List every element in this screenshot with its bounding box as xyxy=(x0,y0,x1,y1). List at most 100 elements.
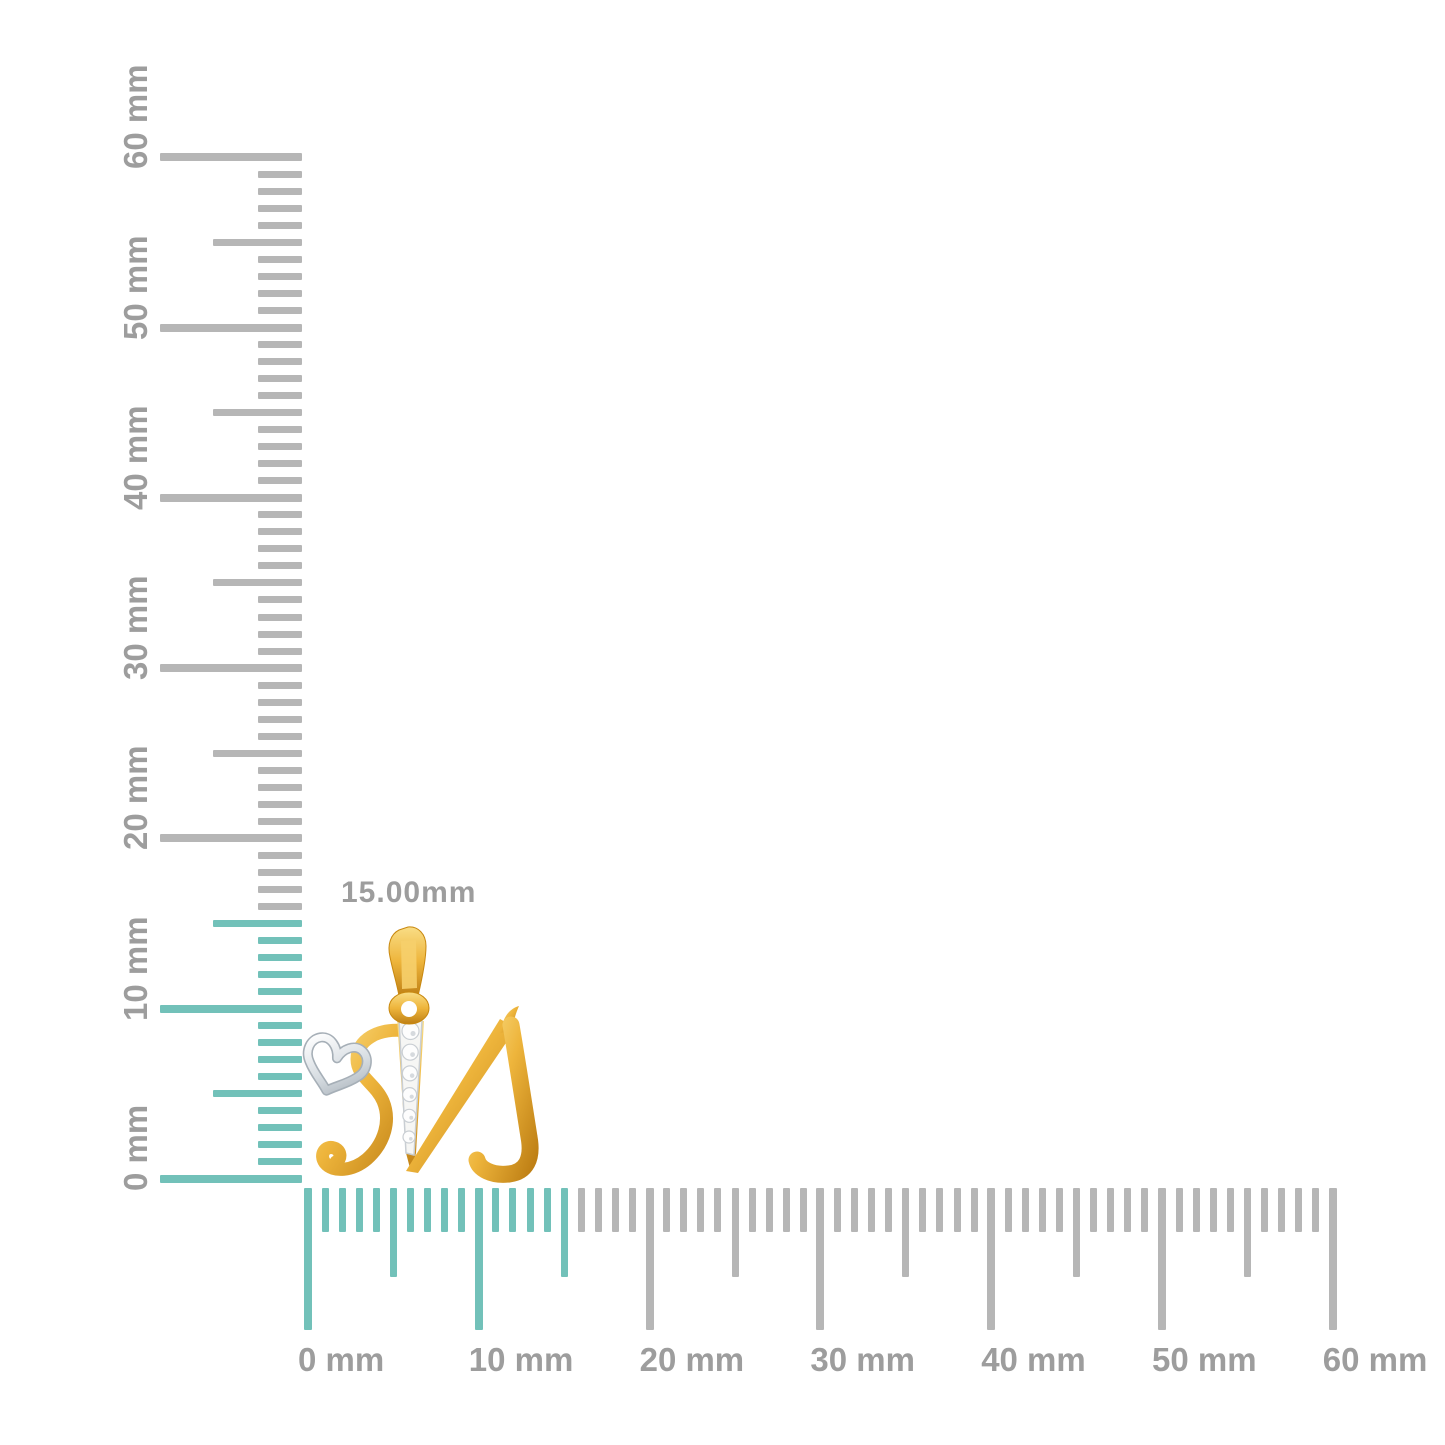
diamond-stone-facet xyxy=(410,1052,415,1057)
horizontal-ruler-tick-3mm xyxy=(355,1188,363,1232)
vertical-ruler-tick-3mm xyxy=(258,1124,302,1132)
vertical-ruler-label-10mm: 10 mm xyxy=(117,916,154,1021)
horizontal-ruler-tick-9mm xyxy=(458,1188,466,1232)
vertical-ruler-tick-53mm xyxy=(258,272,302,280)
pendant-heart-icon xyxy=(302,1032,372,1096)
horizontal-ruler-label-10mm: 10 mm xyxy=(468,1341,574,1378)
vertical-ruler-tick-32mm xyxy=(258,630,302,638)
vertical-ruler-tick-55mm xyxy=(213,238,302,246)
horizontal-ruler-tick-35mm xyxy=(902,1188,910,1277)
vertical-ruler-tick-47mm xyxy=(258,375,302,383)
horizontal-ruler-tick-38mm xyxy=(953,1188,961,1232)
vertical-ruler-tick-0mm xyxy=(160,1175,302,1183)
diamond-stone-facet xyxy=(409,1115,414,1120)
horizontal-ruler-tick-30mm xyxy=(816,1188,825,1330)
horizontal-ruler-tick-0mm xyxy=(304,1188,312,1330)
vertical-ruler-tick-1mm xyxy=(258,1158,302,1166)
pendant-bail-ring-hole xyxy=(401,1001,417,1017)
horizontal-ruler-tick-26mm xyxy=(748,1188,756,1232)
vertical-ruler-tick-13mm xyxy=(258,954,302,962)
vertical-ruler-label-50mm: 50 mm xyxy=(117,234,154,340)
vertical-ruler-tick-7mm xyxy=(258,1056,302,1064)
vertical-ruler-tick-40mm xyxy=(160,493,302,502)
diamond-stone-facet xyxy=(410,1031,416,1037)
vertical-ruler-tick-48mm xyxy=(258,358,302,366)
vertical-ruler-tick-37mm xyxy=(258,545,302,553)
horizontal-ruler-label-30mm: 30 mm xyxy=(810,1341,915,1378)
horizontal-ruler-tick-15mm xyxy=(560,1188,568,1277)
vertical-ruler-label-30mm: 30 mm xyxy=(117,575,154,681)
vertical-ruler-tick-4mm xyxy=(258,1107,302,1115)
horizontal-ruler-tick-54mm xyxy=(1226,1188,1234,1232)
diamond-stone-facet xyxy=(409,1094,414,1099)
measurement-label: 15.00mm xyxy=(341,876,477,909)
vertical-ruler-tick-25mm xyxy=(213,749,302,757)
vertical-ruler-tick-38mm xyxy=(258,528,302,536)
horizontal-ruler-tick-4mm xyxy=(372,1188,380,1232)
vertical-ruler-tick-60mm xyxy=(160,153,302,162)
vertical-ruler-tick-18mm xyxy=(258,868,302,876)
horizontal-ruler-tick-39mm xyxy=(970,1188,978,1232)
horizontal-ruler-tick-20mm xyxy=(645,1188,654,1330)
vertical-ruler-tick-56mm xyxy=(258,221,302,229)
vertical-ruler-tick-6mm xyxy=(258,1073,302,1081)
vertical-ruler-tick-36mm xyxy=(258,562,302,570)
horizontal-ruler-tick-47mm xyxy=(1107,1188,1115,1232)
vertical-ruler-tick-16mm xyxy=(258,903,302,911)
vertical-ruler-tick-57mm xyxy=(258,204,302,212)
horizontal-ruler-tick-12mm xyxy=(509,1188,517,1232)
vertical-ruler-tick-19mm xyxy=(258,851,302,859)
horizontal-ruler-label-40mm: 40 mm xyxy=(981,1341,1086,1378)
pendant-letter-m-right-stroke xyxy=(468,1016,539,1183)
horizontal-ruler-tick-60mm xyxy=(1328,1188,1337,1330)
vertical-ruler-tick-15mm xyxy=(213,920,302,928)
vertical-ruler-tick-20mm xyxy=(160,834,302,843)
vertical-ruler-tick-9mm xyxy=(258,1022,302,1030)
horizontal-ruler-tick-16mm xyxy=(577,1188,585,1232)
horizontal-ruler-tick-11mm xyxy=(492,1188,500,1232)
horizontal-ruler-tick-58mm xyxy=(1295,1188,1303,1232)
horizontal-ruler-tick-2mm xyxy=(338,1188,346,1232)
horizontal-ruler-tick-42mm xyxy=(1021,1188,1029,1232)
horizontal-ruler-tick-31mm xyxy=(833,1188,841,1232)
horizontal-ruler-tick-27mm xyxy=(765,1188,773,1232)
diamond-stone xyxy=(401,1087,418,1103)
vertical-ruler-tick-44mm xyxy=(258,426,302,434)
horizontal-ruler-tick-43mm xyxy=(1038,1188,1046,1232)
vertical-ruler-tick-33mm xyxy=(258,613,302,621)
pendant-letter-m-swash xyxy=(316,1023,414,1176)
diamond-stone xyxy=(401,1065,419,1082)
vertical-ruler-tick-17mm xyxy=(258,885,302,893)
vertical-ruler-tick-14mm xyxy=(258,937,302,945)
horizontal-ruler-tick-48mm xyxy=(1124,1188,1132,1232)
horizontal-ruler-tick-45mm xyxy=(1073,1188,1081,1277)
horizontal-ruler-label-0mm: 0 mm xyxy=(298,1341,385,1378)
horizontal-ruler-tick-22mm xyxy=(680,1188,688,1232)
diamond-stone xyxy=(402,1130,416,1144)
vertical-ruler-tick-51mm xyxy=(258,306,302,314)
vertical-ruler-tick-42mm xyxy=(258,460,302,468)
horizontal-ruler-tick-24mm xyxy=(714,1188,722,1232)
horizontal-ruler-tick-52mm xyxy=(1192,1188,1200,1232)
horizontal-ruler-tick-41mm xyxy=(1004,1188,1012,1232)
horizontal-ruler-tick-19mm xyxy=(629,1188,637,1232)
vertical-ruler-tick-34mm xyxy=(258,596,302,604)
vertical-ruler-tick-41mm xyxy=(258,477,302,485)
horizontal-ruler-tick-51mm xyxy=(1175,1188,1183,1232)
vertical-ruler-tick-59mm xyxy=(258,170,302,178)
horizontal-ruler-tick-56mm xyxy=(1260,1188,1268,1232)
vertical-ruler-tick-46mm xyxy=(258,392,302,400)
vertical-ruler-tick-49mm xyxy=(258,341,302,349)
vertical-ruler-tick-2mm xyxy=(258,1141,302,1149)
horizontal-ruler-tick-8mm xyxy=(441,1188,449,1232)
horizontal-ruler-tick-44mm xyxy=(1056,1188,1064,1232)
vertical-ruler-label-60mm: 60 mm xyxy=(117,64,154,170)
horizontal-ruler-label-20mm: 20 mm xyxy=(639,1341,745,1378)
pendant-image xyxy=(302,926,539,1183)
vertical-ruler-tick-5mm xyxy=(213,1090,302,1098)
pendant-diamond-stones xyxy=(401,1021,420,1144)
horizontal-ruler-tick-10mm xyxy=(474,1188,483,1330)
horizontal-ruler-tick-23mm xyxy=(697,1188,705,1232)
horizontal-ruler-tick-5mm xyxy=(389,1188,397,1277)
